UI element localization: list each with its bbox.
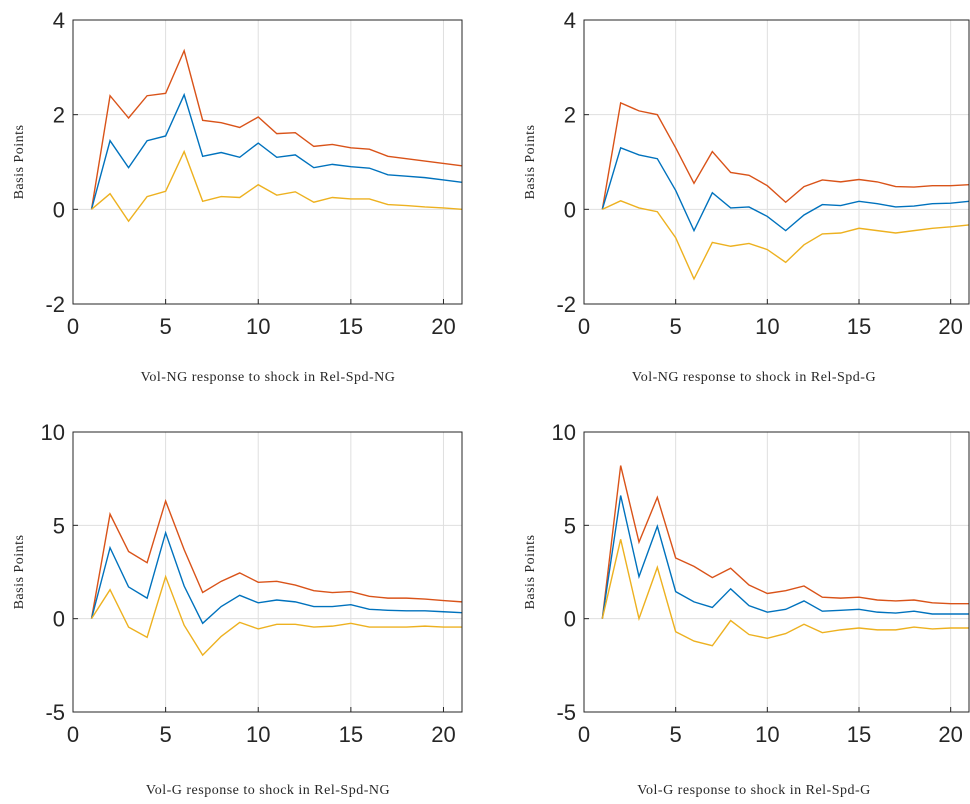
x-tick-label: 15 — [847, 314, 871, 339]
x-tick-label: 10 — [246, 722, 270, 747]
x-tick-label: 10 — [755, 722, 779, 747]
y-tick-label: 0 — [564, 607, 576, 632]
x-tick-label: 0 — [67, 722, 79, 747]
y-tick-label: 5 — [564, 513, 576, 538]
y-tick-label: 10 — [552, 420, 576, 445]
x-tick-label: 0 — [578, 314, 590, 339]
y-tick-label: 0 — [53, 197, 65, 222]
data-line — [90, 92, 463, 210]
x-axis-label: Vol-G response to shock in Rel-Spd-G — [637, 783, 871, 798]
x-tick-label: 15 — [339, 722, 363, 747]
y-axis-label: Basis Points — [12, 535, 27, 610]
x-tick-label: 20 — [431, 314, 455, 339]
data-line — [601, 146, 970, 233]
y-axis-label: Basis Points — [523, 535, 538, 610]
axes-box — [583, 19, 970, 305]
data-line — [601, 465, 969, 619]
x-tick-label: 10 — [246, 314, 270, 339]
axes-box — [72, 431, 463, 713]
data-line — [601, 495, 969, 619]
data-line — [90, 48, 463, 210]
y-axis-label: Basis Points — [12, 125, 27, 200]
x-tick-label: 5 — [159, 722, 171, 747]
y-tick-label: 0 — [53, 607, 65, 632]
data-line — [90, 574, 462, 657]
y-axis-label: Basis Points — [523, 125, 538, 200]
y-tick-label: 4 — [53, 8, 65, 33]
x-tick-label: 10 — [755, 314, 779, 339]
x-axis-label: Vol-NG response to shock in Rel-Spd-G — [632, 370, 876, 385]
axes-box — [72, 19, 463, 305]
y-tick-label: 4 — [564, 8, 576, 33]
data-line — [90, 530, 463, 625]
x-axis-label: Vol-NG response to shock in Rel-Spd-NG — [141, 370, 396, 385]
x-tick-label: 15 — [339, 314, 363, 339]
y-tick-label: 2 — [564, 103, 576, 128]
y-tick-label: 2 — [53, 103, 65, 128]
x-tick-label: 0 — [67, 314, 79, 339]
x-tick-label: 0 — [578, 722, 590, 747]
x-axis-label: Vol-G response to shock in Rel-Spd-NG — [146, 783, 390, 798]
y-tick-label: -5 — [556, 700, 576, 725]
x-tick-label: 5 — [670, 722, 682, 747]
x-tick-label: 5 — [670, 314, 682, 339]
x-tick-label: 5 — [159, 314, 171, 339]
data-line — [601, 539, 969, 647]
x-tick-label: 15 — [847, 722, 871, 747]
x-tick-label: 20 — [431, 722, 455, 747]
data-line — [602, 200, 970, 281]
y-tick-label: -2 — [556, 292, 576, 317]
y-tick-label: 5 — [53, 513, 65, 538]
y-tick-label: 0 — [564, 197, 576, 222]
data-line — [90, 498, 463, 619]
y-tick-label: 10 — [41, 420, 65, 445]
data-line — [91, 149, 463, 223]
y-tick-label: -2 — [45, 292, 65, 317]
axes-box — [583, 431, 970, 713]
y-tick-label: -5 — [45, 700, 65, 725]
data-line — [601, 101, 970, 210]
x-tick-label: 20 — [938, 722, 962, 747]
x-tick-label: 20 — [938, 314, 962, 339]
